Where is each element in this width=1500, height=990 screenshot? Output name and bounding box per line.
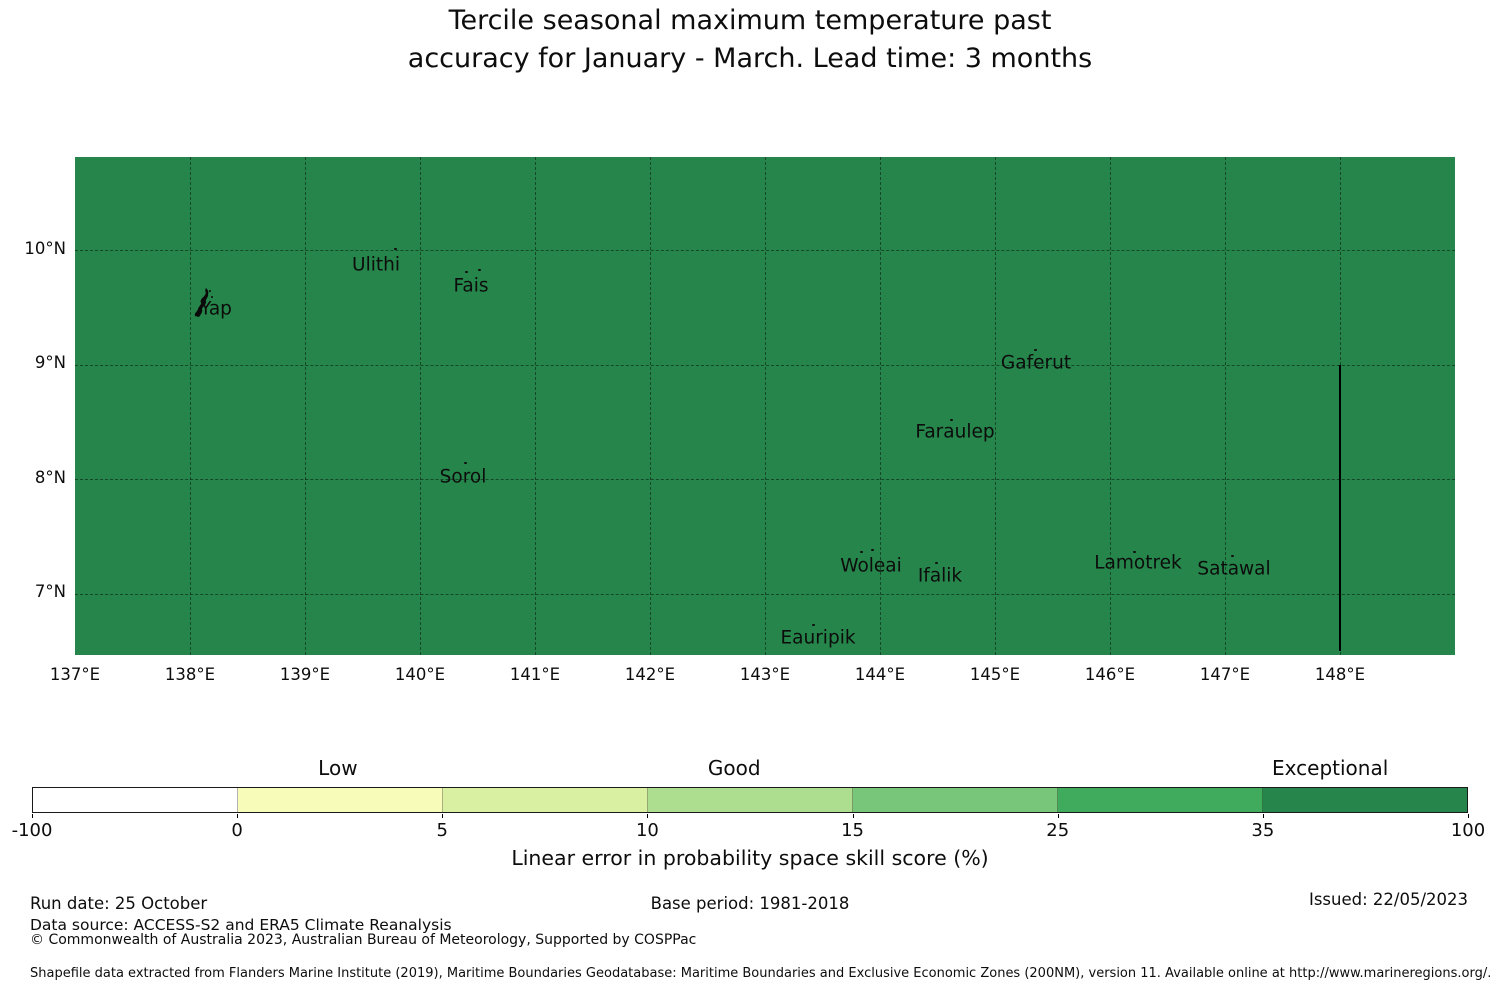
- gridline-140e: [420, 157, 421, 655]
- island-dot: [478, 269, 481, 271]
- lon-tick-145e: 145°E: [969, 665, 1021, 684]
- figure-title: Tercile seasonal maximum temperature pas…: [0, 2, 1500, 78]
- colorbar-ticklabel-100: 100: [1450, 820, 1486, 841]
- island-dot: [465, 271, 468, 273]
- island-label-sorol: Sorol: [439, 466, 487, 488]
- colorbar-ticklabel-neg100: -100: [11, 820, 53, 841]
- colorbar-ticklabel-10: 10: [635, 820, 659, 841]
- colorbar-segment: [648, 788, 853, 812]
- colorbar-ticklabel-0: 0: [231, 820, 243, 841]
- lon-tick-146e: 146°E: [1084, 665, 1136, 684]
- shapefile-note-text: Shapefile data extracted from Flanders M…: [30, 966, 1492, 981]
- island-label-faraulep: Faraulep: [915, 421, 995, 443]
- colorbar-tick: [237, 814, 239, 818]
- colorbar-tick: [32, 814, 33, 818]
- gridline-146e: [1110, 157, 1111, 655]
- island-dot: [1133, 551, 1136, 553]
- island-label-woleai: Woleai: [840, 555, 902, 577]
- lat-tick-10n: 10°N: [24, 239, 66, 258]
- lon-tick-138e: 138°E: [164, 665, 216, 684]
- colorbar-tick: [647, 814, 649, 818]
- colorbar: Low Good Exceptional -100 0 5 10 15 25 3…: [12, 756, 1486, 841]
- gridline-145e: [995, 157, 996, 655]
- island-label-ulithi: Ulithi: [352, 254, 400, 276]
- lon-tick-140e: 140°E: [394, 665, 446, 684]
- island-label-eauripik: Eauripik: [780, 627, 856, 649]
- island-label-lamotrek: Lamotrek: [1094, 552, 1182, 574]
- gridline-10n: [75, 250, 1455, 251]
- lon-tick-142e: 142°E: [624, 665, 676, 684]
- colorbar-gradient: [32, 787, 1468, 813]
- colorbar-ticklabel-15: 15: [841, 820, 865, 841]
- map-panel: Yap Ulithi Fais Sorol Gaferut Faraulep W…: [75, 157, 1455, 655]
- gridline-8n: [75, 479, 1455, 480]
- colorbar-tick: [1468, 814, 1469, 818]
- colorbar-segment: [1263, 788, 1467, 812]
- colorbar-ticklabel-5: 5: [436, 820, 448, 841]
- colorbar-category-exceptional: Exceptional: [1272, 756, 1389, 780]
- gridline-147e: [1225, 157, 1226, 655]
- lon-tick-143e: 143°E: [739, 665, 791, 684]
- gridline-144e: [880, 157, 881, 655]
- island-label-satawal: Satawal: [1197, 558, 1271, 580]
- colorbar-ticklabel-35: 35: [1251, 820, 1275, 841]
- base-period-text: Base period: 1981-2018: [650, 894, 850, 913]
- figure-title-line1: Tercile seasonal maximum temperature pas…: [448, 5, 1052, 36]
- lon-tick-139e: 139°E: [279, 665, 331, 684]
- gridline-139e: [305, 157, 306, 655]
- island-dot: [860, 551, 863, 553]
- lat-tick-8n: 8°N: [34, 468, 66, 487]
- figure-title-line2: accuracy for January - March. Lead time:…: [407, 43, 1093, 74]
- lon-tick-148e: 148°E: [1314, 665, 1366, 684]
- island-dot: [871, 549, 874, 551]
- gridline-142e: [650, 157, 651, 655]
- issued-date-text: Issued: 22/05/2023: [1308, 890, 1468, 909]
- gridline-9n: [75, 364, 1455, 366]
- island-label-yap: Yap: [200, 298, 232, 320]
- island-dot: [394, 248, 397, 250]
- lon-tick-141e: 141°E: [509, 665, 561, 684]
- eez-boundary-line: [1339, 365, 1341, 651]
- colorbar-segment: [33, 788, 238, 812]
- colorbar-tick: [442, 814, 444, 818]
- island-dot: [1034, 349, 1037, 351]
- gridline-141e: [535, 157, 536, 655]
- island-dot: [464, 462, 467, 464]
- lat-tick-9n: 9°N: [34, 353, 66, 372]
- lat-tick-7n: 7°N: [34, 582, 66, 601]
- colorbar-segment: [853, 788, 1058, 812]
- colorbar-category-low: Low: [318, 756, 358, 780]
- gridline-138e: [190, 157, 191, 655]
- island-dot: [950, 419, 953, 421]
- run-date-text: Run date: 25 October: [30, 894, 208, 913]
- island-dot: [935, 562, 938, 564]
- lon-tick-147e: 147°E: [1199, 665, 1251, 684]
- island-label-gaferut: Gaferut: [1000, 352, 1072, 374]
- gridline-7n: [75, 593, 1455, 595]
- colorbar-axis-label: Linear error in probability space skill …: [511, 846, 989, 870]
- gridline-143e: [765, 157, 766, 655]
- colorbar-segment: [1058, 788, 1263, 812]
- lon-tick-144e: 144°E: [854, 665, 906, 684]
- island-dot: [1231, 555, 1234, 557]
- island-dot: [812, 624, 815, 626]
- yap-island-shape: [194, 288, 213, 317]
- colorbar-tick: [1057, 814, 1059, 818]
- colorbar-segment: [238, 788, 443, 812]
- colorbar-tick: [852, 814, 854, 818]
- copyright-text: © Commonwealth of Australia 2023, Austra…: [30, 932, 697, 948]
- lon-tick-137e: 137°E: [49, 665, 101, 684]
- colorbar-category-good: Good: [707, 756, 761, 780]
- island-label-fais: Fais: [453, 275, 489, 297]
- colorbar-tick: [1262, 814, 1264, 818]
- colorbar-ticklabel-25: 25: [1046, 820, 1070, 841]
- data-source-text: Data source: ACCESS-S2 and ERA5 Climate …: [30, 916, 452, 934]
- island-label-ifalik: Ifalik: [917, 565, 963, 587]
- colorbar-segment: [443, 788, 648, 812]
